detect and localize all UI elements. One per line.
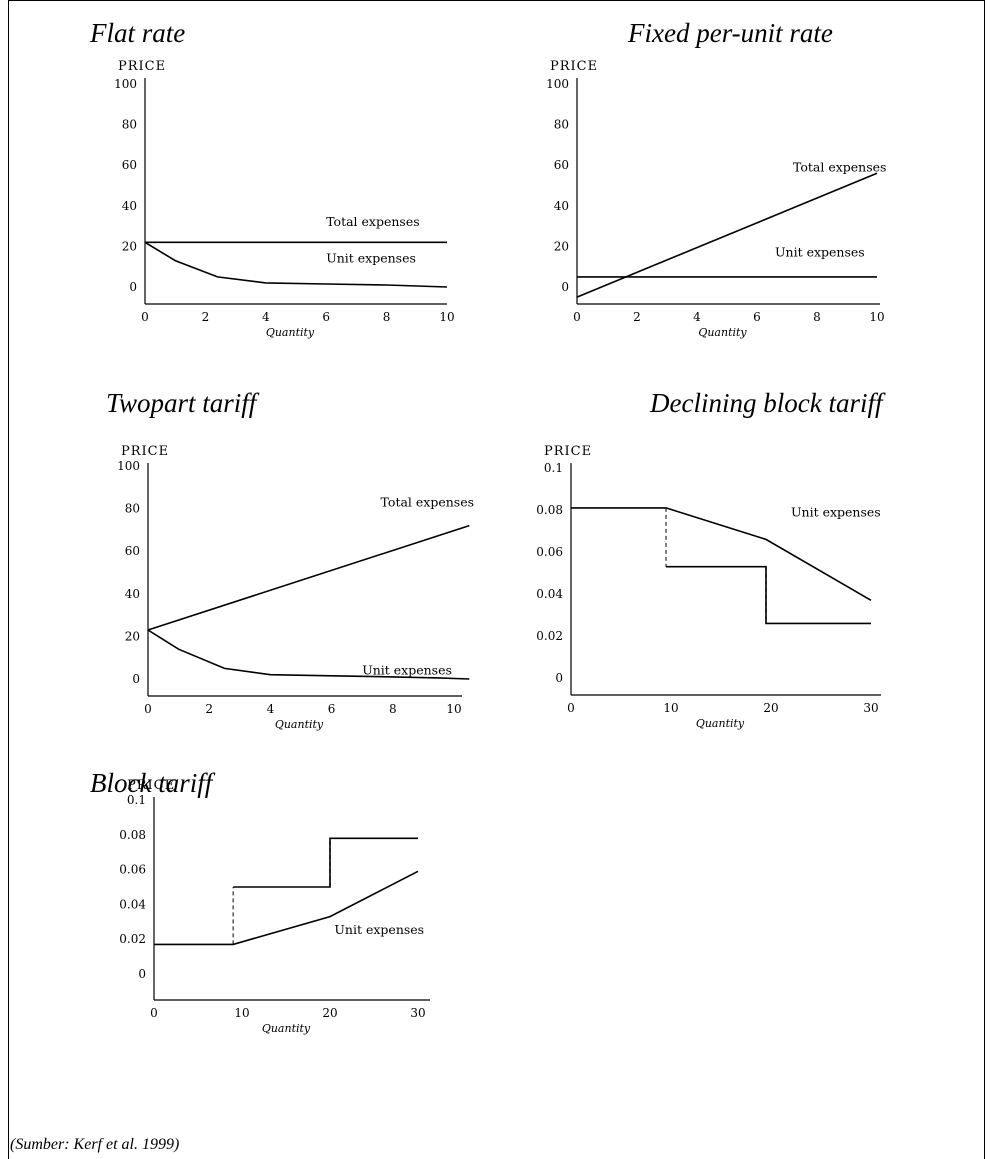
x-tick-label: 10 xyxy=(446,702,461,716)
x-tick-label: 0 xyxy=(144,702,152,716)
x-tick-label: 0 xyxy=(567,701,575,715)
y-tick-label: 100 xyxy=(114,77,137,91)
y-tick-label: 20 xyxy=(125,629,140,643)
y-tick-label: 0 xyxy=(129,280,137,294)
x-axis-label: Quantity xyxy=(275,718,324,731)
source-caption: (Sumber: Kerf et al. 1999) xyxy=(10,1136,180,1153)
annotation-total-expenses: Total expenses xyxy=(381,494,474,509)
x-tick-label: 6 xyxy=(753,310,761,324)
annotation-unit-expenses: Unit expenses xyxy=(362,663,452,678)
annotation-unit-expenses: Unit expenses xyxy=(791,504,881,519)
x-axis-label: Quantity xyxy=(696,717,745,730)
x-tick-label: 2 xyxy=(633,310,641,324)
series-total-expenses-line xyxy=(147,524,470,631)
y-tick-label: 80 xyxy=(125,502,140,516)
annotation-total-expenses: Total expenses xyxy=(793,159,886,174)
y-tick-label: 80 xyxy=(122,118,137,132)
y-tick-label: 0 xyxy=(555,671,563,685)
x-tick-label: 2 xyxy=(202,310,210,324)
x-tick-label: 10 xyxy=(663,701,678,715)
figure-frame xyxy=(8,0,985,1159)
annotation-unit-expenses: Unit expenses xyxy=(334,922,424,937)
y-tick-label: 100 xyxy=(117,459,140,473)
annotation-unit-expenses: Unit expenses xyxy=(775,245,865,260)
y-tick-label: 0.02 xyxy=(536,629,563,643)
x-tick-label: 8 xyxy=(389,702,397,716)
y-axis-label: PRICE xyxy=(544,444,592,459)
y-tick-label: 0.02 xyxy=(119,932,146,946)
y-tick-label: 0.06 xyxy=(536,545,563,559)
y-tick-label: 0.1 xyxy=(127,793,146,807)
y-tick-label: 0.08 xyxy=(536,503,563,517)
x-tick-label: 30 xyxy=(410,1006,425,1020)
series-marginal-price-line xyxy=(233,837,418,888)
x-tick-label: 30 xyxy=(863,701,878,715)
y-tick-label: 80 xyxy=(554,118,569,132)
x-tick-label: 2 xyxy=(205,702,213,716)
y-tick-label: 0 xyxy=(561,280,569,294)
x-tick-label: 0 xyxy=(573,310,581,324)
annotation-unit-expenses: Unit expenses xyxy=(326,251,416,266)
x-tick-label: 10 xyxy=(439,310,454,324)
panel-title-fixed-per-unit-rate: Fixed per-unit rate xyxy=(628,18,833,48)
x-axis-label: Quantity xyxy=(262,1022,311,1035)
y-tick-label: 0 xyxy=(132,672,140,686)
x-tick-label: 0 xyxy=(141,310,149,324)
series-marginal-price-line xyxy=(666,565,871,625)
y-axis-label: PRICE xyxy=(550,59,598,74)
y-axis-label: PRICE xyxy=(118,59,166,74)
y-tick-label: 60 xyxy=(554,158,569,172)
y-tick-label: 20 xyxy=(554,239,569,253)
y-tick-label: 0 xyxy=(138,967,146,981)
series-unit-expenses-line xyxy=(154,870,419,946)
x-axis-label: Quantity xyxy=(266,326,315,339)
x-tick-label: 4 xyxy=(262,310,270,324)
x-tick-label: 10 xyxy=(869,310,884,324)
y-tick-label: 0.04 xyxy=(536,587,563,601)
panel-title-twopart-tariff: Twopart tariff xyxy=(106,388,257,418)
x-tick-label: 4 xyxy=(693,310,701,324)
y-tick-label: 40 xyxy=(125,587,140,601)
panel-title-declining-block-tariff: Declining block tariff xyxy=(650,388,883,418)
y-tick-label: 0.06 xyxy=(119,863,146,877)
y-tick-label: 60 xyxy=(125,544,140,558)
y-tick-label: 0.04 xyxy=(119,897,146,911)
x-tick-label: 20 xyxy=(763,701,778,715)
panel-title-flat-rate: Flat rate xyxy=(90,18,186,48)
x-tick-label: 8 xyxy=(813,310,821,324)
y-tick-label: 20 xyxy=(122,239,137,253)
x-tick-label: 4 xyxy=(267,702,275,716)
x-tick-label: 0 xyxy=(150,1006,158,1020)
annotation-total-expenses: Total expenses xyxy=(326,214,419,229)
y-tick-label: 40 xyxy=(122,199,137,213)
series-unit-expenses-line xyxy=(147,629,470,680)
panel-title-block-tariff: Block tariff xyxy=(90,768,213,798)
x-tick-label: 20 xyxy=(322,1006,337,1020)
y-axis-label: PRICE xyxy=(121,444,169,459)
y-tick-label: 40 xyxy=(554,199,569,213)
x-tick-label: 10 xyxy=(234,1006,249,1020)
y-tick-label: 100 xyxy=(546,77,569,91)
series-unit-expenses-line xyxy=(144,241,448,288)
x-axis-label: Quantity xyxy=(698,326,747,339)
y-tick-label: 0.1 xyxy=(544,461,563,475)
series-unit-expenses-line xyxy=(571,507,872,601)
y-tick-label: 0.08 xyxy=(119,828,146,842)
y-axis-label: PRICE xyxy=(127,778,175,793)
x-tick-label: 6 xyxy=(322,310,330,324)
x-tick-label: 6 xyxy=(328,702,336,716)
y-tick-label: 60 xyxy=(122,158,137,172)
x-tick-label: 8 xyxy=(383,310,391,324)
